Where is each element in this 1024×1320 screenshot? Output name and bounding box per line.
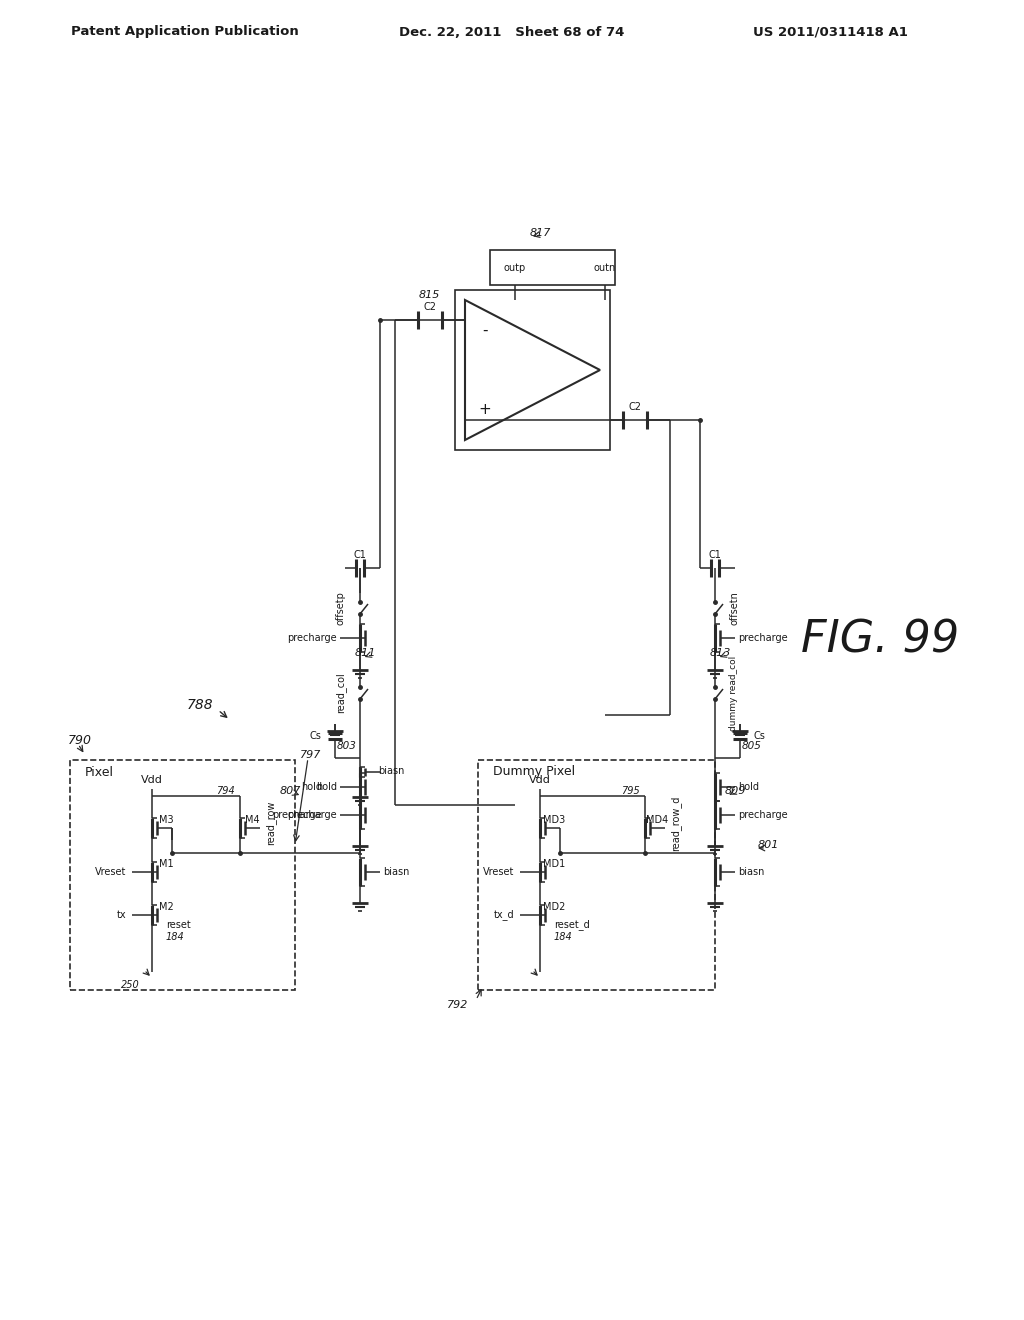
Text: 795: 795 — [622, 785, 640, 796]
Text: M1: M1 — [159, 859, 173, 869]
Text: offsetn: offsetn — [729, 591, 739, 624]
Text: 815: 815 — [419, 290, 440, 300]
Text: precharge: precharge — [738, 810, 787, 820]
Text: Vdd: Vdd — [529, 775, 551, 785]
Bar — [455, 290, 610, 450]
Text: Dec. 22, 2011   Sheet 68 of 74: Dec. 22, 2011 Sheet 68 of 74 — [399, 25, 625, 38]
Text: reset: reset — [166, 920, 190, 931]
Text: C2: C2 — [424, 302, 436, 312]
Text: M4: M4 — [245, 814, 259, 825]
Text: precharge: precharge — [288, 634, 337, 643]
Text: 792: 792 — [446, 1001, 468, 1010]
Text: MD2: MD2 — [543, 902, 565, 912]
Text: hold: hold — [738, 781, 759, 792]
Text: offsetp: offsetp — [336, 591, 346, 624]
Text: 817: 817 — [529, 228, 551, 238]
Text: 805: 805 — [742, 741, 762, 751]
Text: +: + — [478, 403, 492, 417]
Text: biasn: biasn — [378, 766, 404, 776]
Text: MD3: MD3 — [543, 814, 565, 825]
Text: read_row: read_row — [265, 801, 275, 845]
Text: 807: 807 — [280, 785, 301, 796]
Text: 803: 803 — [337, 741, 357, 751]
Text: 801: 801 — [758, 840, 778, 850]
Text: Vreset: Vreset — [94, 867, 126, 876]
Text: C2: C2 — [629, 403, 641, 412]
Text: FIG. 99: FIG. 99 — [801, 619, 959, 661]
Text: C1: C1 — [353, 550, 367, 560]
Text: Patent Application Publication: Patent Application Publication — [71, 25, 299, 38]
Text: Vdd: Vdd — [141, 775, 163, 785]
Text: Cs: Cs — [309, 731, 321, 741]
Text: reset_d: reset_d — [554, 920, 590, 931]
Text: M3: M3 — [159, 814, 173, 825]
Text: 184: 184 — [166, 932, 184, 942]
Bar — [70, 760, 295, 990]
Text: dummy read_col: dummy read_col — [729, 655, 738, 731]
Text: precharge: precharge — [738, 634, 787, 643]
Text: 184: 184 — [554, 932, 572, 942]
Text: biasn: biasn — [383, 867, 410, 876]
Bar — [478, 760, 715, 990]
Text: 250: 250 — [121, 979, 140, 990]
Text: Pixel: Pixel — [85, 766, 114, 779]
Text: 788: 788 — [186, 698, 213, 711]
Text: hold: hold — [316, 781, 337, 792]
Text: 797: 797 — [300, 750, 322, 760]
Text: tx_d: tx_d — [494, 909, 514, 920]
Text: 794: 794 — [216, 785, 234, 796]
Text: Dummy Pixel: Dummy Pixel — [493, 766, 575, 779]
Text: 811: 811 — [354, 648, 376, 657]
Text: C1: C1 — [709, 550, 722, 560]
Text: MD1: MD1 — [543, 859, 565, 869]
Text: precharge: precharge — [272, 810, 322, 820]
Text: Vreset: Vreset — [482, 867, 514, 876]
Text: M2: M2 — [159, 902, 173, 912]
Text: hold: hold — [301, 781, 322, 792]
Text: read_row_d: read_row_d — [670, 796, 681, 850]
Text: -: - — [482, 322, 487, 338]
Text: MD4: MD4 — [646, 814, 668, 825]
Text: outp: outp — [504, 263, 526, 273]
Text: 813: 813 — [710, 648, 731, 657]
Text: precharge: precharge — [288, 810, 337, 820]
Text: Cs: Cs — [754, 731, 766, 741]
Text: 809: 809 — [724, 785, 745, 796]
Text: tx: tx — [117, 909, 126, 920]
Text: outn: outn — [594, 263, 616, 273]
Bar — [490, 249, 615, 285]
Text: biasn: biasn — [738, 867, 764, 876]
Text: 790: 790 — [68, 734, 92, 747]
Text: read_col: read_col — [335, 673, 346, 713]
Text: US 2011/0311418 A1: US 2011/0311418 A1 — [753, 25, 907, 38]
